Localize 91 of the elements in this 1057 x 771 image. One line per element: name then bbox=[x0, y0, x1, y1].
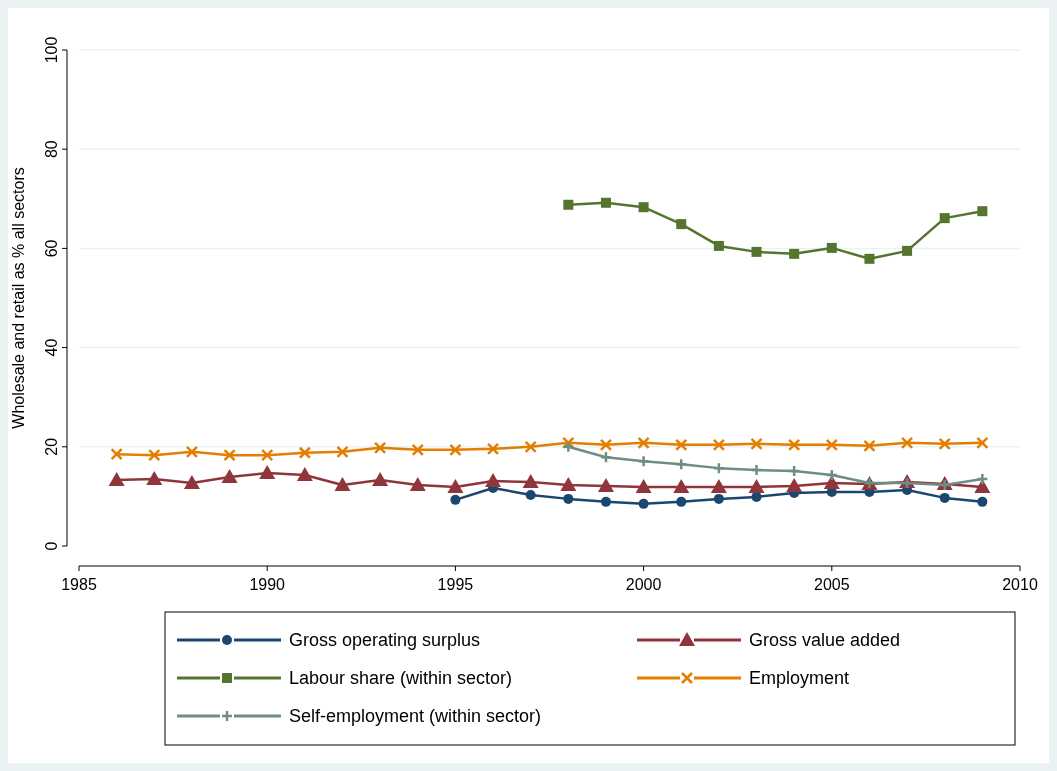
point bbox=[673, 478, 690, 493]
y-tick-label: 40 bbox=[43, 338, 60, 357]
point bbox=[939, 213, 950, 224]
point bbox=[373, 441, 387, 455]
point bbox=[485, 473, 502, 488]
legend-label: Gross value added bbox=[749, 630, 901, 650]
point bbox=[939, 492, 950, 503]
point bbox=[260, 448, 274, 462]
point bbox=[334, 476, 351, 491]
point bbox=[787, 438, 801, 452]
point bbox=[148, 448, 161, 462]
point bbox=[449, 443, 462, 457]
point bbox=[637, 454, 650, 468]
point bbox=[599, 450, 613, 464]
point bbox=[710, 478, 727, 493]
point bbox=[524, 440, 537, 454]
point bbox=[863, 439, 876, 453]
point bbox=[638, 202, 649, 213]
x-tick-label: 1990 bbox=[249, 576, 286, 593]
point bbox=[562, 440, 575, 454]
point bbox=[600, 197, 611, 208]
point bbox=[525, 489, 536, 500]
point bbox=[823, 475, 840, 490]
point bbox=[938, 437, 951, 451]
legend-label: Self-employment (within sector) bbox=[289, 706, 542, 726]
x-tick-label: 2010 bbox=[1002, 576, 1038, 593]
point bbox=[409, 476, 426, 491]
point bbox=[674, 438, 688, 452]
x-tick-label: 2000 bbox=[625, 576, 662, 593]
point bbox=[976, 436, 989, 450]
point bbox=[825, 468, 839, 482]
point bbox=[750, 463, 763, 477]
point bbox=[183, 475, 200, 490]
point bbox=[560, 476, 577, 491]
point bbox=[372, 472, 389, 487]
point bbox=[296, 467, 313, 482]
point bbox=[486, 442, 500, 456]
point bbox=[298, 446, 312, 459]
point bbox=[825, 438, 839, 452]
point bbox=[110, 447, 123, 461]
point bbox=[221, 469, 238, 484]
legend-label: Employment bbox=[749, 668, 850, 688]
point bbox=[674, 457, 688, 471]
point bbox=[902, 245, 913, 256]
point bbox=[599, 438, 613, 452]
y-tick-label: 0 bbox=[43, 541, 60, 551]
legend-label: Gross operating surplus bbox=[289, 630, 481, 650]
point bbox=[789, 248, 800, 259]
point bbox=[522, 474, 539, 489]
point bbox=[336, 445, 349, 459]
y-axis-title: Wholesale and retail as % all sectors bbox=[10, 167, 27, 429]
point bbox=[713, 240, 724, 251]
point bbox=[563, 493, 574, 504]
point bbox=[450, 494, 461, 505]
point bbox=[977, 496, 988, 507]
point bbox=[185, 445, 199, 459]
point bbox=[223, 448, 236, 462]
point bbox=[751, 246, 762, 257]
point bbox=[787, 464, 801, 478]
point bbox=[713, 493, 724, 504]
point bbox=[826, 242, 837, 253]
point bbox=[712, 461, 726, 475]
point bbox=[600, 496, 611, 507]
y-tick-label: 60 bbox=[43, 239, 60, 258]
x-tick-label: 2005 bbox=[814, 576, 850, 593]
point bbox=[597, 477, 614, 492]
legend-label: Labour share (within sector) bbox=[289, 668, 513, 688]
point bbox=[638, 498, 649, 509]
point bbox=[676, 219, 687, 230]
point bbox=[259, 465, 276, 480]
point bbox=[411, 443, 425, 457]
point bbox=[447, 478, 464, 493]
y-tick-label: 20 bbox=[43, 437, 60, 456]
point bbox=[712, 438, 726, 452]
point bbox=[750, 437, 763, 451]
point bbox=[146, 471, 163, 486]
x-tick-label: 1995 bbox=[437, 576, 474, 593]
point bbox=[563, 199, 574, 210]
point bbox=[786, 477, 803, 492]
point bbox=[864, 253, 875, 264]
point bbox=[676, 496, 687, 507]
y-tick-label: 80 bbox=[43, 140, 60, 159]
point bbox=[977, 206, 988, 217]
point bbox=[976, 472, 989, 486]
x-tick-label: 1985 bbox=[61, 576, 97, 593]
point bbox=[748, 478, 765, 493]
y-tick-label: 100 bbox=[43, 36, 60, 64]
point bbox=[108, 472, 125, 487]
point bbox=[635, 478, 652, 493]
point bbox=[637, 436, 650, 450]
point bbox=[900, 436, 914, 450]
